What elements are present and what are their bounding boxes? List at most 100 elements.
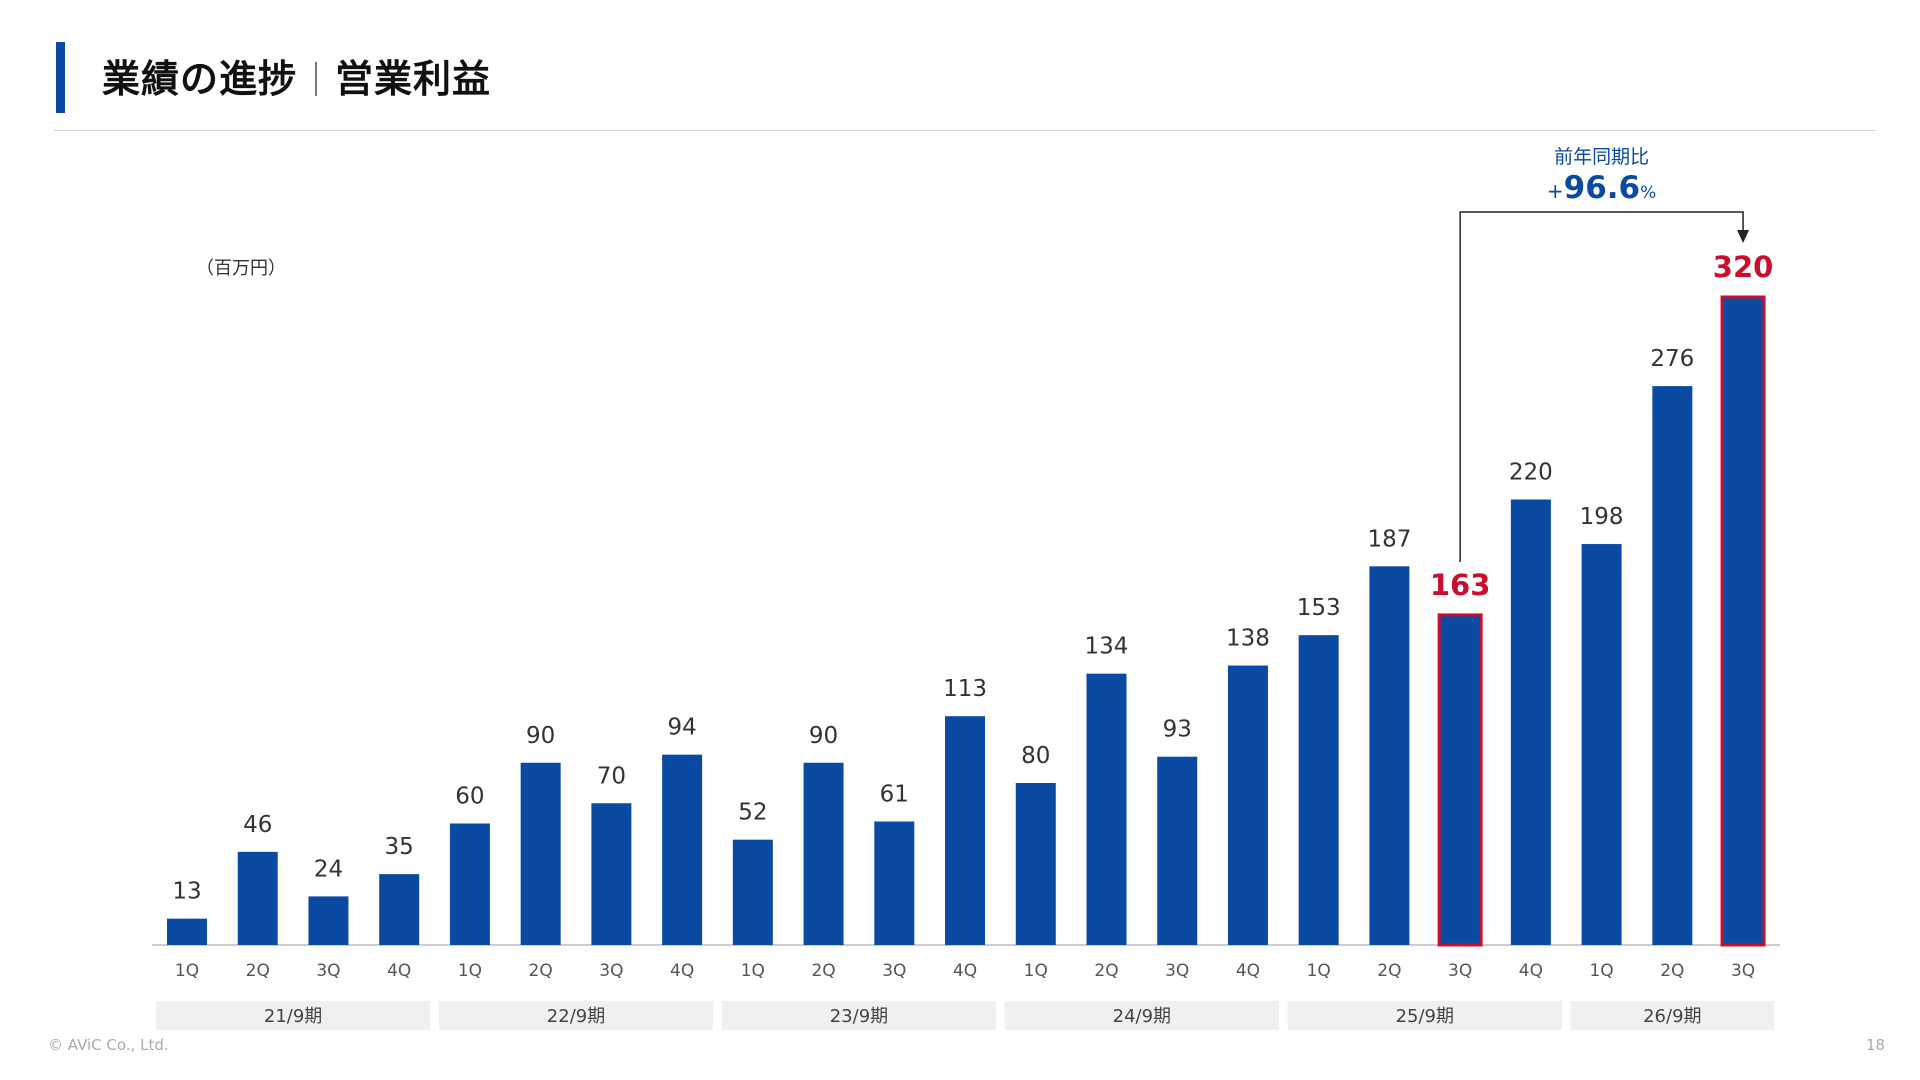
tick-label-18: 3Q — [1448, 961, 1472, 981]
value-label-6: 70 — [597, 763, 626, 789]
value-label-10: 61 — [880, 781, 909, 807]
title-separator — [315, 62, 318, 96]
bar-8 — [732, 839, 773, 945]
period-label-5: 26/9期 — [1643, 1006, 1701, 1027]
value-label-7: 94 — [667, 715, 696, 741]
comparison-sign: + — [1547, 179, 1564, 203]
tick-label-1: 2Q — [246, 961, 270, 981]
tick-label-9: 2Q — [811, 961, 835, 981]
comparison-number: 96.6 — [1564, 170, 1641, 206]
period-label-4: 25/9期 — [1396, 1006, 1454, 1027]
bar-5 — [520, 762, 561, 945]
tick-label-2: 3Q — [316, 961, 340, 981]
value-label-5: 90 — [526, 723, 555, 749]
value-label-16: 153 — [1297, 595, 1341, 621]
value-labels: 13 46 24 35 60 90 70 94 52 90 61 113 80 134 93 138 153 18… — [172, 250, 1773, 905]
value-label-0: 13 — [172, 879, 201, 905]
period-band-0 — [156, 1001, 431, 1030]
value-label-1: 46 — [243, 812, 272, 838]
unit-label: （百万円） — [196, 258, 286, 279]
title-sub: 営業利益 — [335, 57, 492, 101]
value-label-12: 80 — [1021, 743, 1050, 769]
bar-4 — [449, 823, 490, 945]
tick-label-11: 4Q — [953, 961, 977, 981]
period-label-3: 24/9期 — [1113, 1006, 1171, 1027]
bar-18 — [1437, 613, 1483, 947]
period-band-3 — [1004, 1001, 1279, 1030]
tick-label-5: 2Q — [529, 961, 553, 981]
x-tick-labels: 1Q 2Q 3Q 4Q 1Q 2Q 3Q 4Q 1Q 2Q 3Q 4Q 1Q 2Q 3Q 4Q 1Q 2Q 3Q 4Q… — [175, 961, 1755, 981]
page-number: 18 — [1866, 1036, 1886, 1054]
bar-22 — [1720, 295, 1766, 947]
tick-label-15: 4Q — [1236, 961, 1260, 981]
period-label-2: 23/9期 — [830, 1006, 888, 1027]
period-band-5 — [1570, 1001, 1775, 1030]
title-accent-bar — [56, 42, 65, 113]
tick-label-22: 3Q — [1731, 961, 1755, 981]
comparison-bracket-line — [1459, 211, 1744, 562]
value-label-18: 163 — [1430, 568, 1491, 602]
period-label-0: 21/9期 — [264, 1006, 322, 1027]
value-label-4: 60 — [455, 784, 484, 810]
value-label-17: 187 — [1367, 526, 1411, 552]
bar-9 — [803, 762, 844, 945]
value-label-13: 134 — [1085, 634, 1129, 660]
value-label-14: 93 — [1163, 717, 1192, 743]
tick-label-16: 1Q — [1307, 961, 1331, 981]
bars — [167, 295, 1766, 947]
value-label-8: 52 — [738, 800, 767, 826]
tick-label-13: 2Q — [1094, 961, 1118, 981]
bar-3 — [379, 874, 420, 945]
comparison-unit: % — [1640, 183, 1656, 203]
header-divider — [54, 130, 1876, 131]
yoy-comparison-callout: 前年同期比+96.6% — [1459, 146, 1750, 562]
bar-6 — [591, 803, 632, 945]
value-label-20: 198 — [1580, 504, 1624, 530]
bar-7 — [662, 754, 703, 945]
bar-2 — [308, 896, 349, 945]
bar-19 — [1510, 499, 1551, 945]
tick-label-4: 1Q — [458, 961, 482, 981]
value-label-3: 35 — [385, 834, 414, 860]
page-title: 業績の進捗 営業利益 — [102, 48, 491, 103]
bar-17 — [1369, 566, 1410, 945]
tick-label-3: 4Q — [387, 961, 411, 981]
comparison-arrowhead — [1737, 230, 1750, 243]
comparison-label: 前年同期比 — [1554, 146, 1649, 168]
tick-label-12: 1Q — [1024, 961, 1048, 981]
tick-label-20: 1Q — [1589, 961, 1613, 981]
value-label-19: 220 — [1509, 460, 1553, 486]
tick-label-21: 2Q — [1660, 961, 1684, 981]
bar-21 — [1652, 386, 1693, 946]
value-label-22: 320 — [1713, 250, 1774, 284]
period-bands: 21/9期 22/9期 23/9期 24/9期 25/9期 26/9期 — [156, 1001, 1775, 1030]
tick-label-8: 1Q — [741, 961, 765, 981]
bar-1 — [237, 851, 278, 945]
tick-label-6: 3Q — [599, 961, 623, 981]
bar-0 — [167, 918, 207, 945]
bar-13 — [1086, 673, 1127, 945]
comparison-value: +96.6% — [1547, 170, 1656, 206]
bar-10 — [874, 821, 915, 945]
value-label-11: 113 — [943, 676, 987, 702]
footer-copyright: © AViC Co., Ltd. — [48, 1036, 169, 1054]
tick-label-19: 4Q — [1519, 961, 1543, 981]
tick-label-17: 2Q — [1377, 961, 1401, 981]
value-label-21: 276 — [1650, 346, 1694, 372]
bar-11 — [945, 716, 986, 945]
bar-15 — [1227, 665, 1268, 945]
slide-header: 業績の進捗 営業利益 — [0, 0, 1920, 140]
bar-20 — [1581, 544, 1622, 945]
tick-label-0: 1Q — [175, 961, 199, 981]
bar-14 — [1157, 756, 1198, 945]
period-band-2 — [721, 1001, 997, 1030]
value-label-9: 90 — [809, 723, 838, 749]
tick-label-7: 4Q — [670, 961, 694, 981]
bar-16 — [1298, 635, 1339, 945]
period-band-4 — [1287, 1001, 1562, 1030]
value-label-15: 138 — [1226, 626, 1270, 652]
title-main: 業績の進捗 — [102, 57, 298, 101]
period-band-1 — [438, 1001, 714, 1030]
tick-label-14: 3Q — [1165, 961, 1189, 981]
